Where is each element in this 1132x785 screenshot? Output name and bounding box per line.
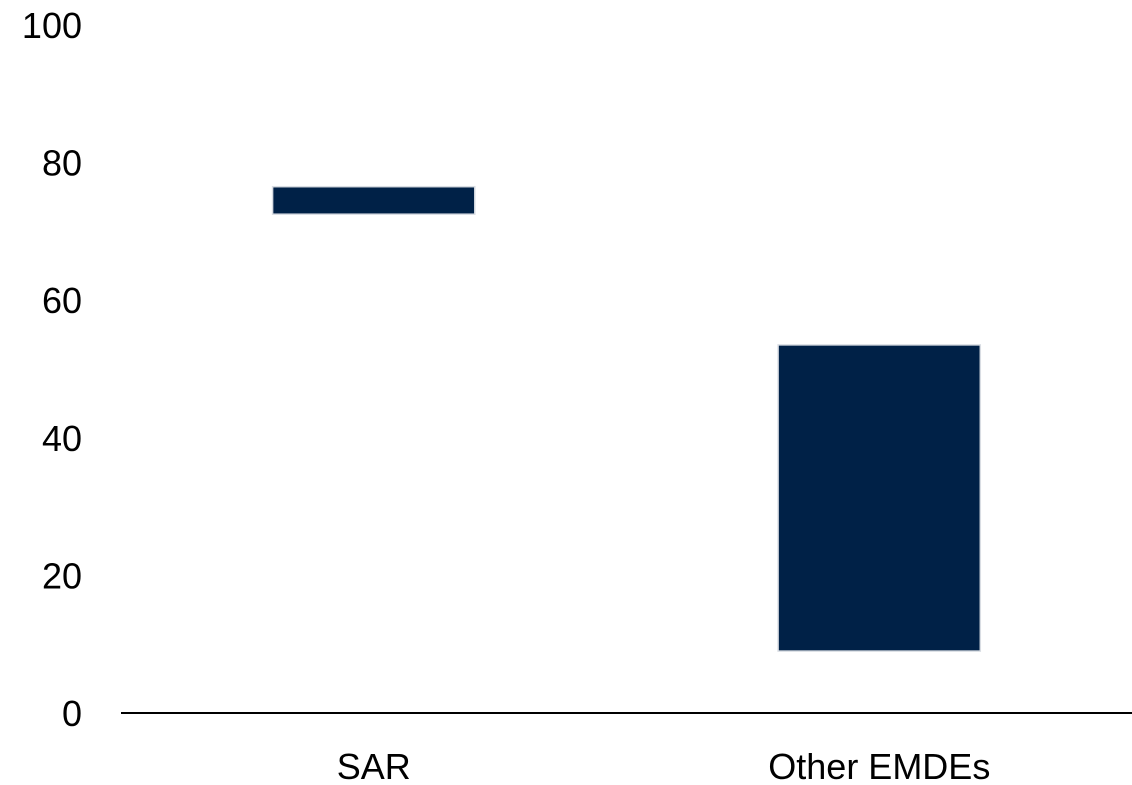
bar-other-emdes xyxy=(777,344,982,652)
x-category-label-other-emdes: Other EMDEs xyxy=(768,746,990,785)
y-tick-label: 40 xyxy=(42,418,82,459)
y-tick-label: 100 xyxy=(22,5,82,46)
bar-sar xyxy=(271,185,476,215)
x-category-label-sar: SAR xyxy=(337,746,411,785)
y-tick-label: 60 xyxy=(42,280,82,321)
y-tick-label: 80 xyxy=(42,143,82,184)
y-tick-label: 20 xyxy=(42,555,82,596)
y-axis-tick-labels: 0 20 40 60 80 100 xyxy=(22,5,82,734)
y-tick-label: 0 xyxy=(62,693,82,734)
bars-group xyxy=(271,185,982,652)
x-axis-category-labels: SAR Other EMDEs xyxy=(337,746,991,785)
